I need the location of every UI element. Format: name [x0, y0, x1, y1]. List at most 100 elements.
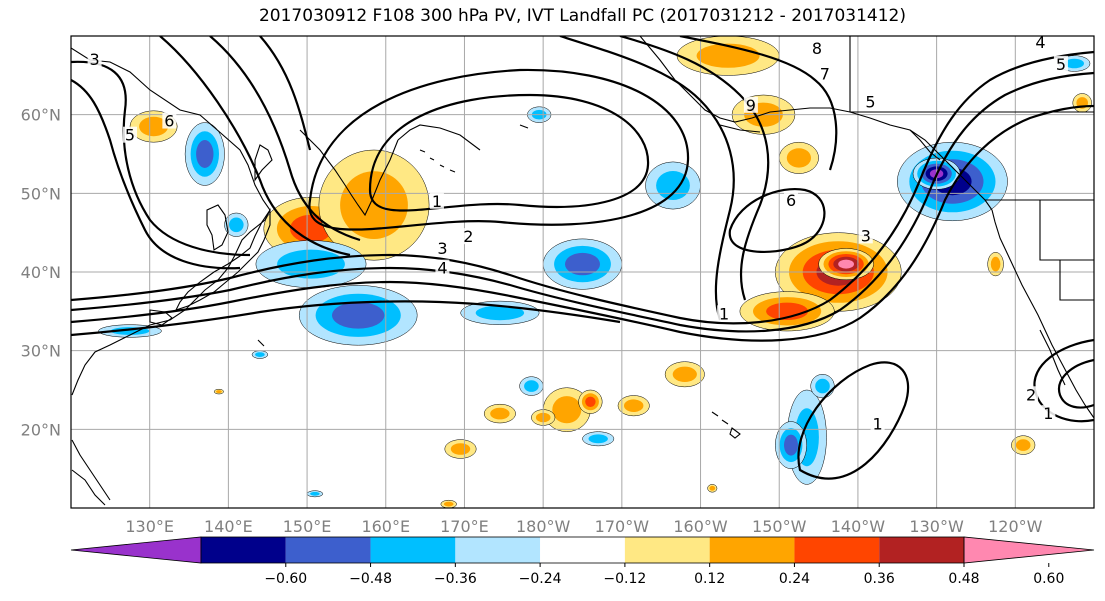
coastlines	[71, 36, 1094, 506]
lat-tick-label: 60°N	[21, 106, 61, 125]
anomaly-blob	[815, 378, 830, 394]
colorbar-label: 0.60	[1033, 571, 1064, 587]
anomaly-blob	[443, 501, 454, 507]
anomaly-blob	[565, 252, 600, 276]
contour-label: 1	[432, 192, 442, 211]
lat-tick-label: 30°N	[21, 342, 61, 361]
contour-label: 5	[125, 126, 135, 145]
contour-label-bg	[743, 96, 758, 113]
contour-label-bg	[1024, 386, 1039, 403]
contour-label-bg	[162, 112, 177, 129]
lon-tick-label: 160°W	[673, 517, 728, 536]
colorbar-label: −0.24	[519, 571, 562, 587]
lon-tick-label: 170°E	[440, 517, 489, 536]
contour-label-bg	[1041, 405, 1056, 422]
contour-label-bg	[1033, 36, 1048, 50]
contour-label-bg	[435, 259, 450, 276]
anomaly-blob	[450, 443, 471, 455]
contour-label-bg	[863, 93, 878, 110]
contour-label: 3	[861, 226, 871, 245]
colorbar-extend-low	[70, 536, 202, 564]
contour-label-bg	[717, 305, 732, 322]
colorbar-frame	[200, 536, 965, 564]
colorbar-segment	[709, 537, 795, 563]
colorbar-label: 0.48	[948, 571, 979, 587]
map-title: 2017030912 F108 300 hPa PV, IVT Landfall…	[258, 6, 906, 26]
contour-label-bg	[123, 126, 138, 143]
anomaly-blob	[585, 396, 596, 407]
anomaly-blob	[990, 256, 1001, 272]
anomaly-blob	[784, 434, 798, 456]
contour-label: 7	[820, 64, 830, 83]
colorbar-label: 0.12	[694, 571, 725, 587]
contour-label-bg	[817, 65, 832, 82]
contour-label-bg	[870, 415, 885, 432]
colorbar-segment	[370, 537, 456, 563]
colorbar: −0.60 −0.48 −0.36 −0.24 −0.12 0.12 0.24 0.36 0.4…	[70, 536, 1095, 587]
contour-label: 2	[1026, 385, 1036, 404]
anomaly-blob	[340, 171, 408, 240]
anomaly-blob	[524, 380, 539, 392]
anomaly-blob	[838, 259, 854, 269]
anomaly-blob	[588, 434, 608, 444]
colorbar-segment	[540, 537, 625, 563]
contour-label-bg	[810, 40, 825, 57]
colorbar-extend-high	[963, 536, 1095, 564]
contour-label-bg	[784, 191, 799, 208]
contour-label: 4	[437, 259, 447, 278]
contour-label-bg	[429, 192, 444, 209]
lon-tick-label: 140°W	[831, 517, 886, 536]
colorbar-segment	[201, 537, 286, 563]
lon-tick-label: 170°W	[595, 517, 650, 536]
contour-label: 4	[1035, 33, 1045, 52]
anomaly-blob	[196, 140, 214, 168]
contour-label: 1	[1043, 404, 1053, 423]
contour-label-bg	[1053, 55, 1068, 72]
colorbar-segment	[794, 537, 880, 563]
contour-label: 8	[812, 39, 822, 58]
anomaly-blob	[216, 390, 222, 394]
axis-labels: 130°E 140°E 150°E 160°E 170°E 180°W 170°W 160°W…	[21, 106, 1043, 536]
contour-label: 6	[164, 112, 174, 131]
anomaly-blob	[490, 407, 510, 420]
contour-label: 3	[437, 239, 447, 258]
lon-tick-label: 160°E	[361, 517, 410, 536]
colorbar-segment	[285, 537, 371, 563]
lon-tick-label: 130°W	[909, 517, 964, 536]
map-frame	[70, 35, 1095, 509]
contour-label: 3	[90, 50, 100, 69]
contour-label: 5	[1056, 55, 1066, 74]
contour-label-bg	[858, 227, 873, 244]
contour-label: 9	[746, 96, 756, 115]
contour-label-bg	[461, 228, 476, 245]
colorbar-segment	[624, 537, 710, 563]
lon-tick-label: 180°W	[516, 517, 571, 536]
colorbar-segment	[455, 537, 541, 563]
contour-label: 1	[719, 304, 729, 323]
contour-label-bg	[87, 51, 102, 68]
lon-tick-label: 140°E	[204, 517, 253, 536]
colorbar-label: −0.48	[349, 571, 392, 587]
gridlines	[71, 36, 1094, 508]
colorbar-label: −0.12	[603, 571, 646, 587]
contour-label: 6	[786, 191, 796, 210]
lat-tick-label: 40°N	[21, 263, 61, 282]
anomaly-blob	[1015, 439, 1031, 451]
anomaly-blob	[475, 305, 525, 321]
contour-label-bg	[435, 239, 450, 256]
colorbar-label: 0.24	[779, 571, 810, 587]
anomaly-blob	[624, 399, 644, 413]
anomaly-blob	[332, 302, 385, 329]
colorbar-label: −0.36	[434, 571, 477, 587]
lon-tick-label: 130°E	[125, 517, 174, 536]
anomaly-blob	[552, 396, 582, 424]
lon-tick-label: 150°E	[283, 517, 332, 536]
colorbar-label: −0.60	[264, 571, 307, 587]
pv-contours	[71, 36, 1094, 480]
lat-tick-label: 50°N	[21, 184, 61, 203]
anomaly-blob	[672, 366, 697, 382]
contour-label: 2	[463, 227, 473, 246]
contour-label: 5	[865, 93, 875, 112]
colorbar-label: 0.36	[864, 571, 895, 587]
